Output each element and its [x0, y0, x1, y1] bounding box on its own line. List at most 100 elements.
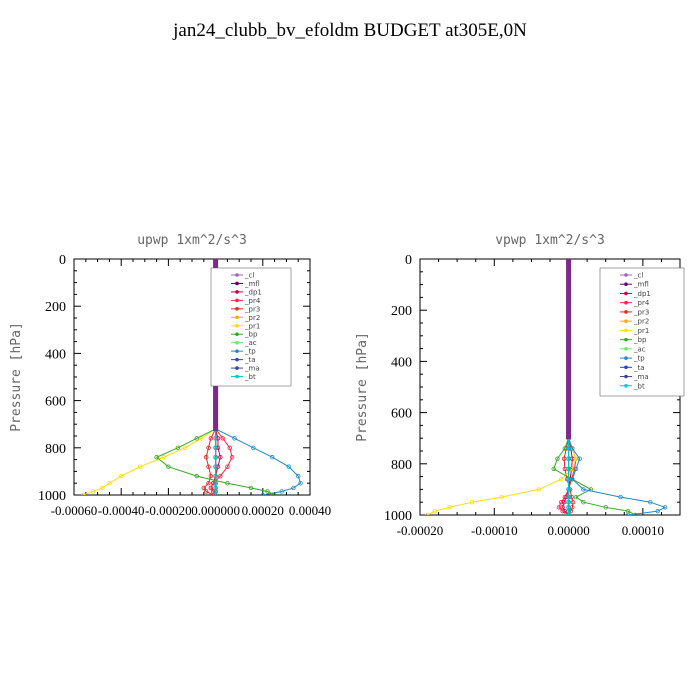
- y-axis-label: Pressure [hPa]: [355, 332, 370, 442]
- data-point-pr4: [225, 464, 230, 469]
- data-point-bt: [566, 487, 571, 492]
- data-point-pr3: [201, 485, 206, 491]
- data-point-bp: [551, 466, 556, 472]
- legend-label: _ta: [244, 356, 256, 364]
- zero-profile-marker: [566, 404, 572, 409]
- data-point-pr1: [499, 494, 504, 500]
- zero-profile-marker: [566, 389, 572, 394]
- legend-marker: [235, 332, 239, 337]
- data-point-pr3: [570, 500, 576, 505]
- zero-profile-marker: [213, 262, 219, 267]
- zero-profile-marker: [213, 426, 219, 431]
- data-point-bp: [633, 512, 638, 515]
- series-group: [425, 259, 668, 515]
- data-point-pr3: [203, 455, 209, 460]
- legend-marker: [624, 365, 628, 370]
- data-point-pr1: [161, 455, 166, 460]
- legend-marker: [624, 347, 628, 351]
- zero-profile-marker: [213, 407, 219, 412]
- legend-label: _cl: [633, 272, 643, 280]
- data-point-bt: [566, 494, 571, 500]
- y-tick-label: 800: [45, 442, 66, 457]
- zero-profile-marker: [566, 318, 572, 323]
- legend-marker: [235, 307, 239, 311]
- zero-profile-marker: [566, 339, 572, 344]
- data-point-bp: [555, 456, 560, 461]
- y-tick-label: 800: [391, 458, 412, 473]
- legend-marker: [235, 315, 239, 320]
- zero-profile-marker: [566, 382, 572, 387]
- legend-label: _pr3: [244, 305, 260, 313]
- chart-panel-1: upwp 1xm^2/s^3 Pressure [hPa] 0 200 400 600 80…: [9, 233, 331, 518]
- data-point-pr3: [561, 456, 567, 461]
- data-point-tp: [662, 505, 668, 510]
- data-point-pr4: [229, 455, 235, 460]
- data-point-tp: [581, 487, 586, 492]
- legend-label: _ta: [633, 364, 645, 372]
- x-tick-label: 0.00000: [547, 523, 589, 538]
- zero-profile-marker: [566, 336, 572, 341]
- legend-label: _cl: [244, 272, 254, 280]
- x-tick-label: -0.00010: [471, 523, 518, 538]
- zero-profile-marker: [566, 260, 572, 265]
- data-point-pr1: [469, 500, 475, 505]
- zero-profile-marker: [566, 410, 572, 415]
- zero-profile-marker: [213, 424, 219, 429]
- data-point-tp: [298, 481, 303, 486]
- zero-profile-marker: [566, 343, 572, 348]
- data-point-pr1: [558, 476, 564, 482]
- series-line-pr1: [427, 438, 577, 515]
- data-point-bt: [566, 466, 571, 472]
- legend-marker: [624, 383, 628, 388]
- zero-profile-marker: [566, 352, 572, 357]
- data-point-pr3: [208, 436, 214, 441]
- zero-profile-marker: [566, 361, 572, 366]
- zero-profile-marker: [566, 263, 572, 268]
- legend-marker: [624, 328, 628, 333]
- zero-profile-marker: [566, 266, 572, 271]
- data-point-bt: [213, 481, 218, 486]
- data-point-bp: [154, 455, 159, 460]
- data-point-pr3: [203, 489, 209, 494]
- zero-profile-marker: [566, 432, 572, 437]
- zero-profile-marker: [213, 418, 219, 423]
- legend-marker: [235, 340, 239, 345]
- data-point-pr1: [199, 436, 204, 441]
- zero-profile-marker: [566, 272, 572, 277]
- zero-profile-marker: [213, 409, 219, 414]
- zero-profile-marker: [566, 284, 572, 289]
- zero-profile-marker: [566, 379, 572, 384]
- zero-profile-marker: [566, 290, 572, 295]
- data-point-tp: [625, 512, 631, 515]
- page-title: jan24_clubb_bv_efoldm BUDGET at305E,0N: [173, 20, 527, 41]
- legend-label: _bp: [633, 336, 647, 344]
- data-point-pr3: [206, 445, 211, 450]
- data-point-bt: [566, 500, 571, 505]
- zero-profile-marker: [213, 412, 219, 417]
- zero-profile-marker: [566, 349, 572, 354]
- legend: _cl_mfl_dp1_pr4_pr3_pr2_pr1_bp_ac_tp_ta_…: [599, 267, 685, 397]
- chart-title: vpwp 1xm^2/s^3: [495, 233, 605, 248]
- data-point-bt: [213, 473, 218, 479]
- data-point-pr4: [227, 445, 232, 450]
- data-point-bp: [175, 445, 181, 450]
- data-point-pr1: [107, 481, 112, 486]
- zero-profile-marker: [566, 259, 572, 261]
- legend-label: _mfl: [244, 280, 260, 288]
- legend-marker: [624, 319, 628, 323]
- x-tick-label: -0.00020: [397, 523, 444, 538]
- zero-profile-marker: [213, 384, 219, 389]
- data-point-pr4: [556, 505, 562, 510]
- zero-profile-marker: [566, 296, 572, 301]
- legend-label: _tp: [633, 355, 645, 363]
- zero-profile-marker: [566, 407, 572, 412]
- data-point-bp: [265, 489, 270, 494]
- legend-marker: [624, 374, 628, 379]
- zero-profile-marker: [213, 421, 219, 426]
- data-point-tp: [573, 466, 579, 472]
- legend-label: _bt: [244, 373, 256, 381]
- data-point-tp: [260, 492, 265, 495]
- zero-profile-marker: [566, 287, 572, 292]
- data-point-pr4: [558, 500, 564, 505]
